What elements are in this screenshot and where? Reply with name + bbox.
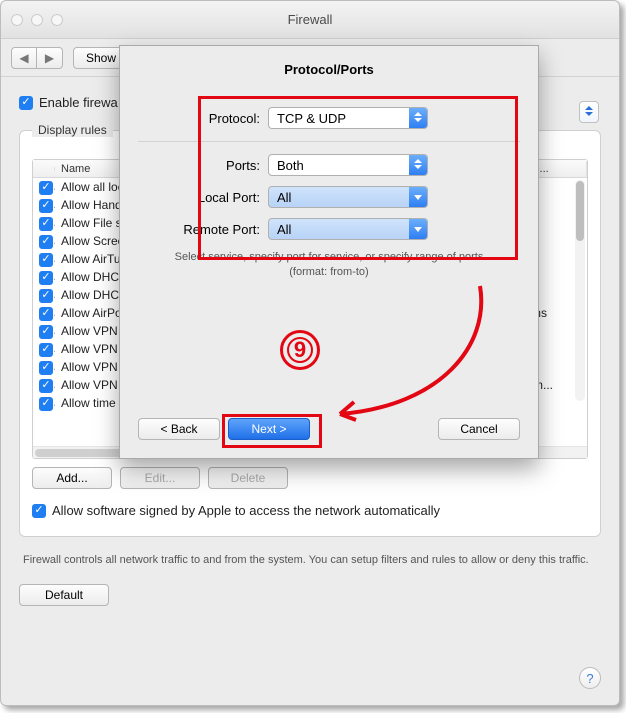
ports-value: Both [277,158,304,173]
next-button[interactable]: Next > [228,418,310,440]
remote-port-combo[interactable]: All [268,218,428,240]
delete-button: Delete [208,467,288,489]
protocol-value: TCP & UDP [277,111,346,126]
nav-buttons: ◀ ▶ [11,47,63,69]
default-button[interactable]: Default [19,584,109,606]
titlebar: Firewall [1,1,619,39]
rule-checkbox[interactable] [39,325,53,339]
rule-checkbox[interactable] [39,397,53,411]
v-scrollbar[interactable] [575,180,585,401]
edit-button: Edit... [120,467,200,489]
protocol-ports-sheet: Protocol/Ports Protocol: TCP & UDP Ports… [119,45,539,459]
rule-checkbox[interactable] [39,199,53,213]
add-button[interactable]: Add... [32,467,112,489]
rule-checkbox[interactable] [39,217,53,231]
profile-select[interactable] [579,101,599,123]
ports-select[interactable]: Both [268,154,428,176]
help-button[interactable]: ? [579,667,601,689]
protocol-select[interactable]: TCP & UDP [268,107,428,129]
step-callout: 9 [280,330,320,370]
rule-checkbox[interactable] [39,289,53,303]
rule-checkbox[interactable] [39,379,53,393]
allow-signed-row: Allow software signed by Apple to access… [32,503,588,518]
step-number: 9 [294,337,306,363]
rule-checkbox[interactable] [39,181,53,195]
arrow-annotation [320,276,500,426]
rule-checkbox[interactable] [39,361,53,375]
sheet-title: Protocol/Ports [138,62,520,77]
rule-checkbox[interactable] [39,235,53,249]
remote-port-value: All [277,222,291,237]
local-port-value: All [277,190,291,205]
rule-checkbox[interactable] [39,253,53,267]
cancel-button[interactable]: Cancel [438,418,520,440]
rules-panel-title: Display rules [32,123,113,137]
enable-firewall-label: Enable firewa [39,95,118,110]
rules-buttons: Add... Edit... Delete [32,467,588,489]
footer-text: Firewall controls all network traffic to… [23,553,597,568]
rule-checkbox[interactable] [39,271,53,285]
allow-signed-checkbox[interactable] [32,504,46,518]
prefs-window: Firewall ◀ ▶ Show all Enable firewa Disp… [0,0,620,706]
sheet-buttons: < Back Next > Cancel [138,418,520,440]
rule-checkbox[interactable] [39,343,53,357]
allow-signed-label: Allow software signed by Apple to access… [52,503,440,518]
back-button-sheet[interactable]: < Back [138,418,220,440]
back-button[interactable]: ◀ [11,47,37,69]
enable-firewall-checkbox[interactable] [19,96,33,110]
forward-button[interactable]: ▶ [37,47,63,69]
window-title: Firewall [1,12,619,27]
rule-checkbox[interactable] [39,307,53,321]
local-port-combo[interactable]: All [268,186,428,208]
